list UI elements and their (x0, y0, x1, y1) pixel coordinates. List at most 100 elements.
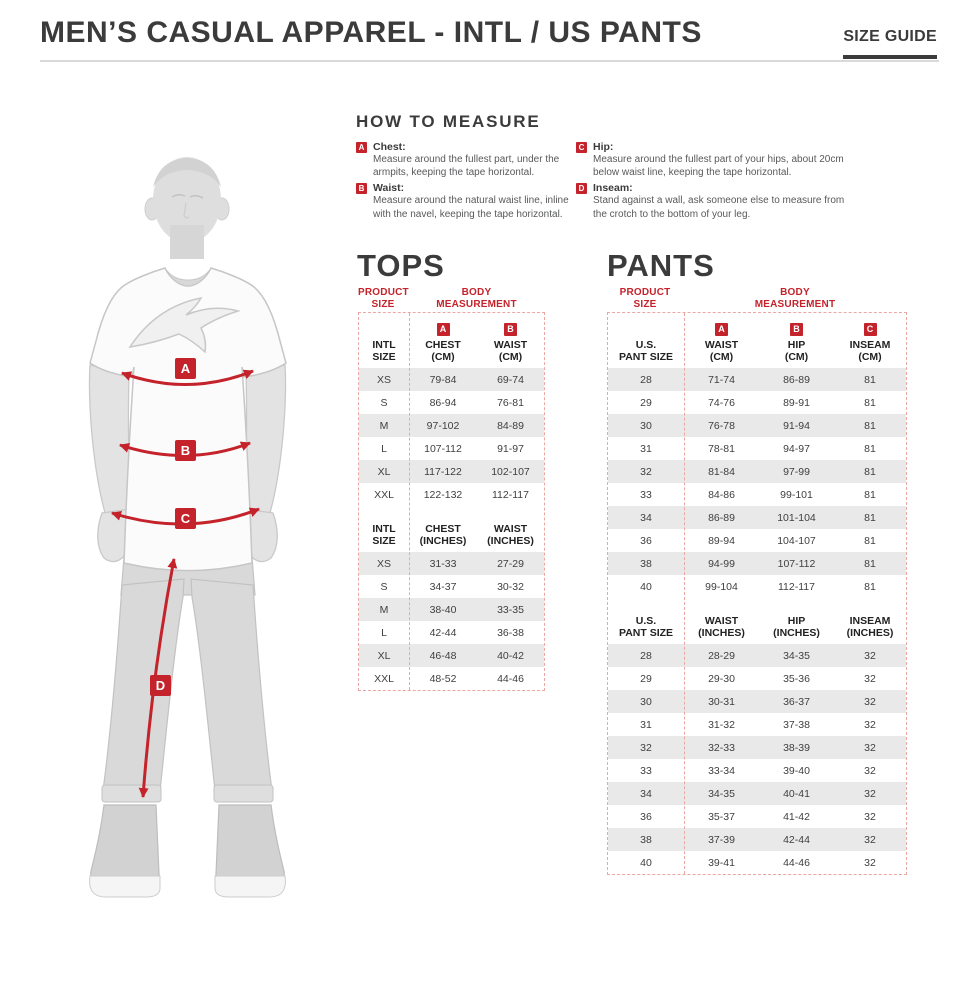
table-cell: 29 (640, 672, 652, 685)
table-cell: 101-104 (777, 511, 816, 524)
table-row: 31 78-81 94-97 81 (608, 437, 906, 460)
table-cell: 94-97 (783, 442, 810, 455)
table-cell: 42-44 (783, 833, 810, 846)
how-to-measure-heading: HOW TO MEASURE (356, 112, 541, 131)
marker-c-badge: C (181, 511, 191, 526)
table-cell: 32 (864, 787, 876, 800)
table-cell: 107-112 (777, 557, 816, 570)
tops-inch-size-header: INTL SIZE (372, 522, 396, 547)
table-cell: 81 (864, 465, 876, 478)
pants-inch-rows: 28 28-29 34-35 32 29 29-30 35-36 32 30 30-31 36-37… (608, 644, 906, 874)
marker-d-icon: D (576, 183, 587, 195)
table-cell: 37-38 (783, 718, 810, 731)
measure-description: Measure around the natural waist line, i… (373, 195, 569, 220)
marker-c-icon: C (863, 322, 877, 336)
table-cell: 44-46 (783, 856, 810, 869)
table-cell: 91-97 (497, 442, 524, 455)
table-cell: 32-33 (708, 741, 735, 754)
pants-heading: PANTS (607, 248, 715, 283)
table-cell: L (381, 626, 387, 639)
measure-label: Inseam: (593, 182, 633, 195)
pants-body-measurement-label: BODY MEASUREMENT (754, 287, 836, 310)
table-cell: 104-107 (777, 534, 816, 547)
table-cell: 89-94 (708, 534, 735, 547)
table-cell: 35-36 (783, 672, 810, 685)
table-cell: 32 (864, 833, 876, 846)
table-cell: 81 (864, 534, 876, 547)
pants-cm-rows: 28 71-74 86-89 81 29 74-76 89-91 81 30 76-78 91-94… (608, 368, 906, 598)
shirt-logo (128, 296, 241, 354)
table-cell: 40-42 (497, 649, 524, 662)
table-row: 34 86-89 101-104 81 (608, 506, 906, 529)
table-cell: M (379, 603, 389, 616)
table-cell: 81 (864, 442, 876, 455)
table-row: S 34-37 30-32 (359, 575, 544, 598)
table-row: XS 31-33 27-29 (359, 552, 544, 575)
table-cell: 28 (640, 649, 652, 662)
table-cell: 32 (640, 741, 652, 754)
pants-table: U.S. PANT SIZE A WAIST (CM) B HIP (CM) C… (607, 312, 907, 875)
table-cell: 81 (864, 511, 876, 524)
tops-heading: TOPS (357, 248, 445, 283)
table-row: 29 74-76 89-91 81 (608, 391, 906, 414)
table-cell: 29-30 (708, 672, 735, 685)
table-cell: 71-74 (708, 373, 735, 386)
mannequin-figure: A B C D (88, 157, 287, 898)
table-cell: 74-76 (708, 396, 735, 409)
measure-label: Chest: (373, 141, 406, 153)
table-row: 29 29-30 35-36 32 (608, 667, 906, 690)
table-cell: 81 (864, 373, 876, 386)
table-cell: 32 (864, 810, 876, 823)
table-cell: 99-104 (705, 580, 738, 593)
table-cell: 39-40 (783, 764, 810, 777)
table-row: 38 94-99 107-112 81 (608, 552, 906, 575)
table-cell: 86-89 (783, 373, 810, 386)
pants-inch-waist-header: WAIST (INCHES) (698, 614, 745, 639)
table-row: S 86-94 76-81 (359, 391, 544, 414)
pants-inch-size-header: U.S. PANT SIZE (618, 614, 674, 639)
table-cell: 40 (640, 580, 652, 593)
table-row: 38 37-39 42-44 32 (608, 828, 906, 851)
table-cell: 41-42 (783, 810, 810, 823)
mannequin-boots (89, 804, 286, 898)
table-cell: 69-74 (497, 373, 524, 386)
tops-inch-chest-header: CHEST (INCHES) (419, 522, 467, 547)
tops-cm-waist-header: B WAIST (CM) (477, 322, 544, 363)
table-cell: 81 (864, 580, 876, 593)
table-row: 32 32-33 38-39 32 (608, 736, 906, 759)
table-row: 34 34-35 40-41 32 (608, 782, 906, 805)
pants-product-size-label: PRODUCT SIZE (619, 287, 671, 310)
table-cell: 102-107 (491, 465, 530, 478)
tops-table-divider (409, 313, 410, 690)
table-cell: 81 (864, 557, 876, 570)
table-cell: 39-41 (708, 856, 735, 869)
pants-cm-waist-label: WAIST (CM) (704, 338, 739, 363)
table-cell: 42-44 (429, 626, 457, 639)
table-cell: 81 (864, 396, 876, 409)
size-guide-tab[interactable]: SIZE GUIDE (843, 28, 937, 59)
table-cell: 84-86 (708, 488, 735, 501)
table-cell: 36 (640, 810, 652, 823)
marker-b-icon: B (790, 322, 803, 336)
measure-label: Hip: (593, 141, 614, 153)
table-cell: 31-32 (708, 718, 735, 731)
pants-cm-size-header: U.S. PANT SIZE (618, 338, 674, 363)
chest-arrow: A (121, 358, 254, 386)
page-title: MEN’S CASUAL APPAREL - INTL / US PANTS (40, 16, 702, 49)
table-cell: 91-94 (783, 419, 810, 432)
table-cell: 79-84 (429, 373, 457, 386)
table-row: XL 46-48 40-42 (359, 644, 544, 667)
table-cell: 112-117 (492, 488, 529, 501)
table-cell: 35-37 (708, 810, 735, 823)
mannequin-shirt (89, 267, 287, 572)
table-cell: 28-29 (708, 649, 735, 662)
table-row: 33 84-86 99-101 81 (608, 483, 906, 506)
pants-cm-inseam-label: INSEAM (CM) (849, 338, 891, 363)
table-cell: S (380, 580, 388, 593)
table-cell: 81 (864, 488, 876, 501)
table-cell: 34-35 (708, 787, 735, 800)
inseam-arrow: D (138, 558, 178, 798)
table-cell: 76-78 (708, 419, 735, 432)
table-cell: 117-122 (424, 465, 462, 478)
